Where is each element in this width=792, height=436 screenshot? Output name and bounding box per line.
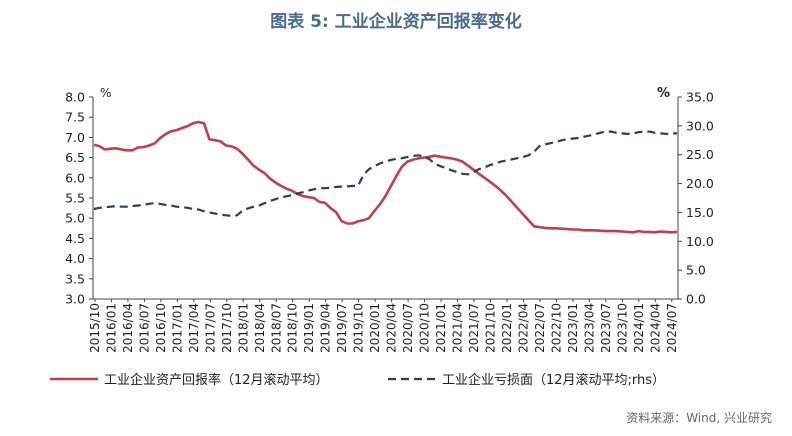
- x-tick-label: 2019/01: [302, 303, 316, 353]
- legend: 工业企业资产回报率（12月滚动平均） 工业企业亏损面（12月滚动平均;rhs）: [50, 372, 665, 388]
- right-tick-label: 5.0: [686, 263, 706, 278]
- chart-title: 图表 5: 工业企业资产回报率变化: [270, 12, 522, 32]
- x-tick-label: 2021/10: [483, 303, 497, 353]
- series-line-asset-return: [93, 120, 678, 234]
- x-tick-label: 2018/01: [236, 303, 250, 353]
- left-tick-label: 8.0: [65, 90, 85, 105]
- left-tick-label: 4.0: [65, 251, 85, 266]
- x-tick-label: 2019/10: [352, 303, 366, 353]
- x-tick-label: 2021/04: [451, 303, 465, 353]
- x-tick-label: 2016/07: [137, 303, 151, 353]
- x-tick-label: 2019/04: [319, 303, 333, 353]
- plot-area: [93, 120, 678, 234]
- source-note: 资料来源：Wind, 兴业研究: [626, 411, 772, 425]
- right-tick-label: 20.0: [686, 176, 714, 191]
- x-tick-label: 2022/10: [549, 303, 563, 353]
- x-tick-label: 2015/10: [88, 303, 102, 353]
- x-tick-label: 2022/07: [533, 303, 547, 353]
- x-tick-label: 2016/01: [104, 303, 118, 353]
- x-tick-label: 2020/04: [385, 303, 399, 353]
- x-tick-label: 2020/07: [401, 303, 415, 353]
- left-tick-label: 5.5: [65, 191, 85, 206]
- left-tick-label: 6.5: [65, 150, 85, 165]
- x-tick-label: 2023/07: [599, 303, 613, 353]
- left-unit-label: %: [100, 86, 111, 100]
- x-tick-label: 2023/04: [582, 303, 596, 353]
- left-tick-label: 4.5: [65, 231, 85, 246]
- x-tick-label: 2018/04: [253, 303, 267, 353]
- x-tick-label: 2017/04: [187, 303, 201, 353]
- x-tick-label: 2017/10: [220, 303, 234, 353]
- left-tick-label: 3.5: [65, 271, 85, 286]
- x-tick-label: 2022/01: [500, 303, 514, 353]
- legend-label-loss-ratio: 工业企业亏损面（12月滚动平均;rhs）: [442, 372, 665, 388]
- right-tick-label: 15.0: [686, 205, 714, 220]
- x-tick-label: 2024/04: [648, 303, 662, 353]
- right-tick-label: 0.0: [686, 292, 706, 307]
- right-tick-label: 25.0: [686, 147, 714, 162]
- x-tick-label: 2024/01: [632, 303, 646, 353]
- x-tick-label: 2021/01: [434, 303, 448, 353]
- x-tick-label: 2020/01: [368, 303, 382, 353]
- left-tick-label: 3.0: [65, 292, 85, 307]
- series-line-loss-ratio: [93, 130, 677, 217]
- legend-label-asset-return: 工业企业资产回报率（12月滚动平均）: [104, 372, 329, 388]
- right-unit-label: %: [657, 86, 670, 101]
- left-tick-label: 7.0: [65, 130, 85, 145]
- x-tick-label: 2024/07: [665, 303, 679, 353]
- left-tick-label: 5.0: [65, 211, 85, 226]
- x-tick-label: 2018/10: [286, 303, 300, 353]
- axes-group: 3.0 3.5 4.0 4.5 5.0 5.5 6.0 6.5 7.0 7.5 8.0 0.0 5.0 1…: [65, 86, 714, 353]
- x-tick-label: 2023/10: [615, 303, 629, 353]
- left-tick-label: 6.0: [65, 170, 85, 185]
- right-tick-label: 30.0: [686, 118, 714, 133]
- x-tick-label: 2016/04: [121, 303, 135, 353]
- right-tick-label: 35.0: [686, 90, 714, 105]
- left-tick-label: 7.5: [65, 110, 85, 125]
- x-tick-label: 2019/07: [335, 303, 349, 353]
- x-tick-label: 2018/07: [269, 303, 283, 353]
- x-tick-label: 2023/01: [566, 303, 580, 353]
- x-tick-label: 2017/01: [170, 303, 184, 353]
- x-tick-label: 2017/07: [203, 303, 217, 353]
- x-tick-label: 2020/10: [418, 303, 432, 353]
- x-tick-label: 2016/10: [154, 303, 168, 353]
- x-tick-label: 2021/07: [467, 303, 481, 353]
- right-tick-label: 10.0: [686, 234, 714, 249]
- x-tick-label: 2022/04: [516, 303, 530, 353]
